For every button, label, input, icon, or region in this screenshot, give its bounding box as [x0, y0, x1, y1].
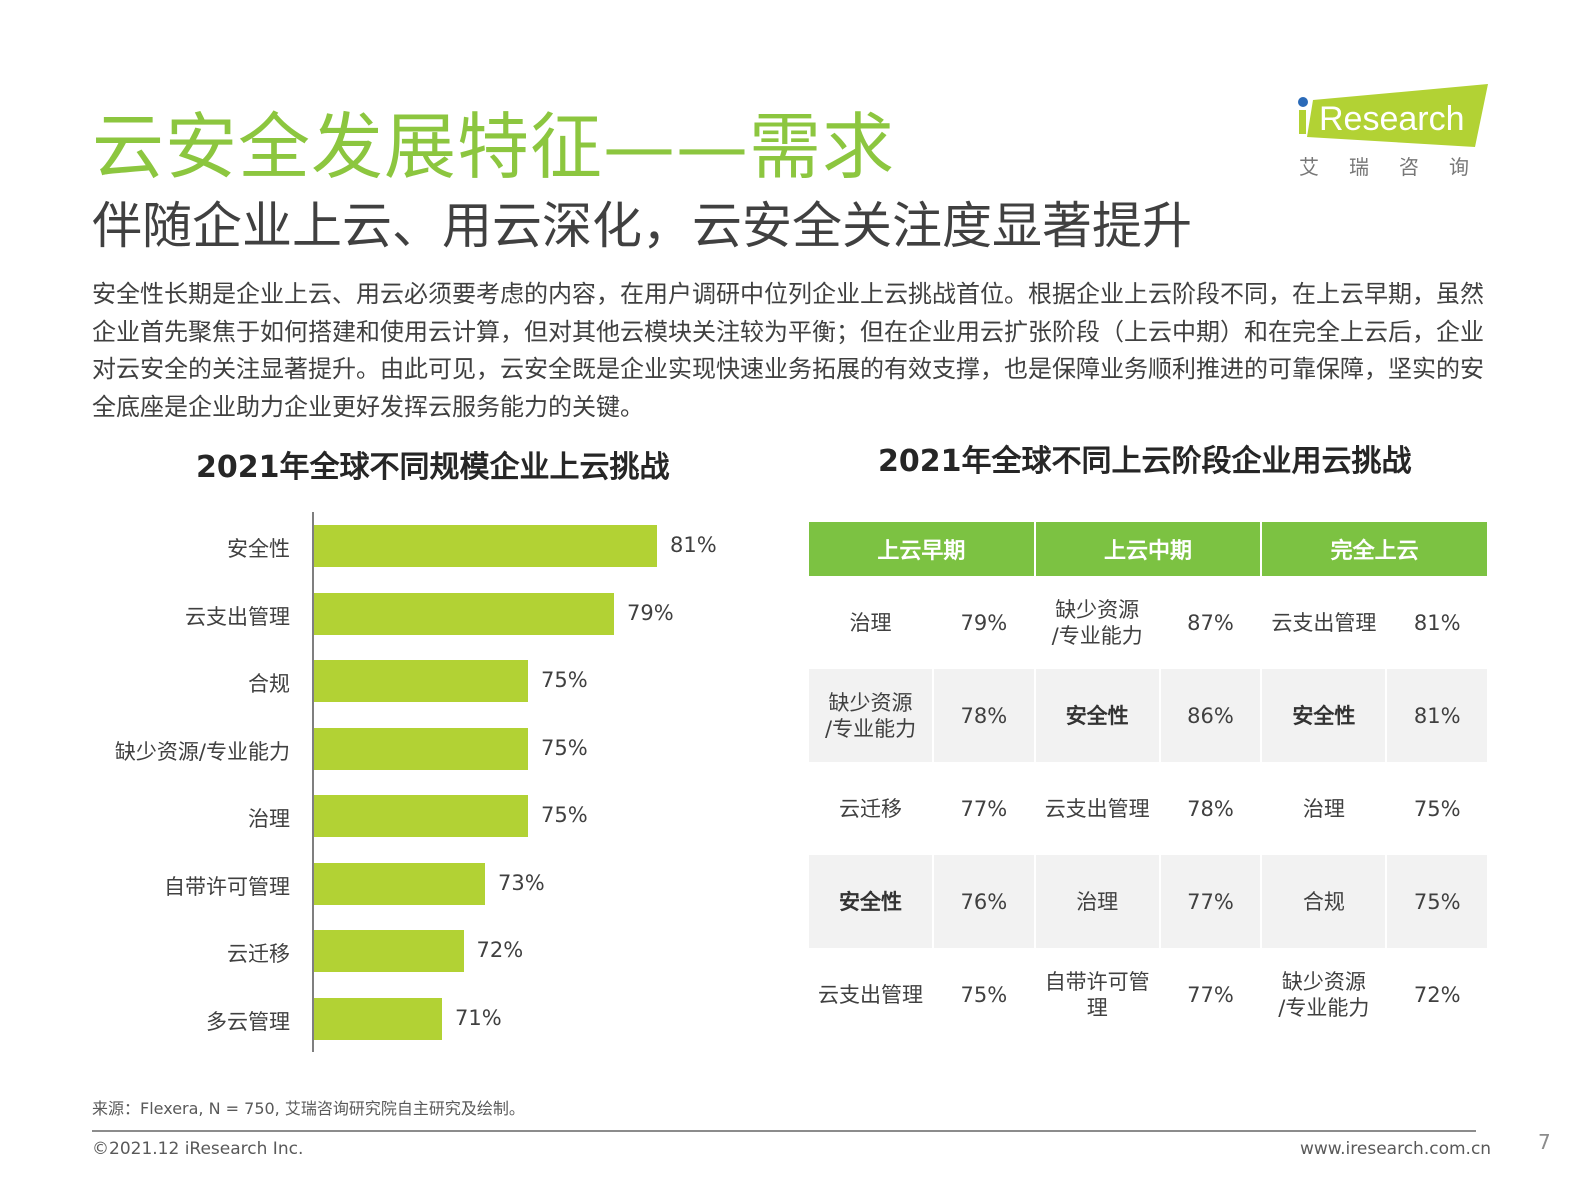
challenge-table: 上云早期 上云中期 完全上云 治理 79% 缺少资源/专业能力 87% 云支出管理 81%… [809, 522, 1487, 1041]
challenge-percent: 86% [1159, 669, 1263, 762]
bar-label: 缺少资源/专业能力 [114, 739, 290, 764]
bar-label: 多云管理 [206, 1009, 290, 1034]
bar [313, 997, 442, 1040]
bar-label: 治理 [248, 807, 290, 831]
bar-value-label: 71% [455, 1005, 502, 1030]
challenge-name: 自带许可管理 [1034, 948, 1161, 1041]
bar [313, 727, 528, 770]
page-number: 7 [1538, 1130, 1551, 1154]
challenge-name: 治理 [809, 576, 935, 669]
chart-title: 2021年全球不同规模企业上云挑战 [196, 450, 670, 485]
website: www.iresearch.com.cn [1300, 1139, 1492, 1159]
bar-value-label: 75% [541, 735, 588, 760]
challenge-name: 合规 [1261, 855, 1388, 948]
bar-label: 云迁移 [227, 942, 290, 966]
body-text: 安全性长期是企业上云、用云必须要考虑的内容，在用户调研中位列企业上云挑战首位。根… [92, 280, 1484, 421]
challenge-percent: 81% [1413, 610, 1461, 635]
bar-label: 云支出管理 [185, 604, 290, 629]
challenge-percent: 78% [1159, 762, 1263, 855]
challenge-name: 安全性 [809, 855, 935, 948]
bar-label: 合规 [248, 672, 290, 696]
challenge-percent: 77% [933, 762, 1036, 855]
table-row: 云支出管理 75% 自带许可管理 77% 缺少资源/专业能力 72% [809, 948, 1487, 1041]
table-header: 上云中期 [1034, 522, 1263, 576]
bar-value-label: 75% [541, 803, 588, 827]
table-title: 2021年全球不同上云阶段企业用云挑战 [878, 444, 1412, 479]
challenge-percent: 72% [1413, 982, 1461, 1007]
page-title: 云安全发展特征——需求 [92, 105, 896, 189]
svg-text:Research: Research [1319, 100, 1465, 138]
copyright: ©2021.12 iResearch Inc. [92, 1139, 304, 1159]
bar-value-label: 72% [476, 938, 524, 962]
svg-text:艾瑞咨询: 艾瑞咨询 [1299, 155, 1495, 179]
challenge-name: 安全性 [1261, 669, 1388, 762]
page-subtitle: 伴随企业上云、用云深化，云安全关注度显著提升 [92, 197, 1192, 255]
challenge-name: 云支出管理 [1261, 576, 1388, 669]
challenge-percent: 77% [1159, 948, 1263, 1041]
bar-value-label: 75% [541, 668, 588, 692]
bar-value-label: 79% [627, 600, 674, 625]
chart-axis [312, 512, 314, 1052]
footer-divider [92, 1130, 1476, 1132]
bar [313, 660, 528, 702]
challenge-name: 云支出管理 [809, 948, 935, 1041]
challenge-name: 安全性 [1034, 669, 1161, 762]
challenge-name: 治理 [1261, 762, 1388, 855]
table-row: 缺少资源/专业能力 78% 安全性 86% 安全性 81% [809, 669, 1487, 762]
table-row: 云迁移 77% 云支出管理 78% 治理 75% [809, 762, 1487, 855]
challenge-percent: 76% [933, 855, 1036, 948]
bar [313, 525, 657, 567]
challenge-percent: 75% [1386, 855, 1487, 948]
bar [313, 795, 528, 837]
bar [313, 862, 485, 905]
challenge-percent: 75% [933, 948, 1036, 1041]
bar [313, 592, 614, 635]
challenge-percent: 75% [1413, 796, 1461, 821]
challenge-percent: 79% [933, 576, 1036, 669]
challenge-name: 缺少资源/专业能力 [809, 669, 935, 762]
challenge-name: 云支出管理 [1034, 762, 1161, 855]
bar-label: 安全性 [227, 537, 290, 561]
table-row: 安全性 76% 治理 77% 合规 75% [809, 855, 1487, 948]
challenge-percent: 87% [1159, 576, 1263, 669]
challenge-name: 治理 [1034, 855, 1161, 948]
iresearch-logo: Research 艾瑞咨询 [1298, 84, 1495, 179]
challenge-name: 缺少资源/专业能力 [1034, 576, 1161, 669]
bar [313, 930, 464, 972]
table-header: 上云早期 [809, 522, 1036, 576]
challenge-name: 缺少资源/专业能力 [1261, 948, 1388, 1041]
bar-value-label: 73% [498, 870, 545, 895]
table-row: 治理 79% 缺少资源/专业能力 87% 云支出管理 81% [809, 576, 1487, 669]
challenge-percent: 81% [1386, 669, 1487, 762]
bar-value-label: 81% [670, 533, 717, 557]
bar-label: 自带许可管理 [164, 874, 290, 899]
table-header: 完全上云 [1261, 522, 1487, 576]
challenge-percent: 78% [933, 669, 1036, 762]
challenge-name: 云迁移 [809, 762, 935, 855]
source-note: 来源：Flexera, N = 750, 艾瑞咨询研究院自主研究及绘制。 [92, 1099, 525, 1118]
challenge-percent: 77% [1159, 855, 1263, 948]
